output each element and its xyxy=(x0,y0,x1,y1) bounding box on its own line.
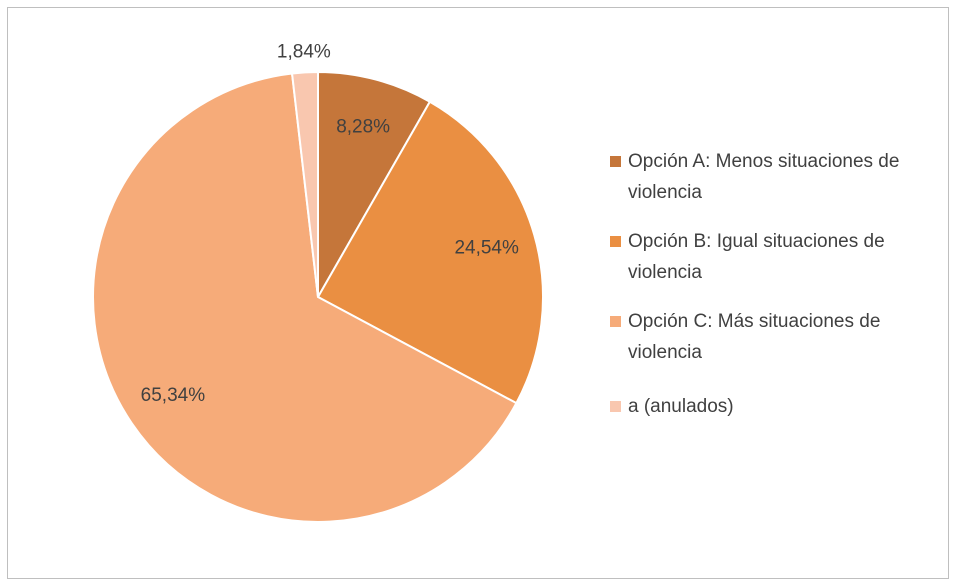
pie-slice xyxy=(316,100,544,405)
legend-label: Opción C: Más situaciones de violencia xyxy=(628,311,881,363)
legend-item: Opción B: Igual situaciones de violencia xyxy=(610,226,940,288)
data-label: 24,54% xyxy=(454,238,519,259)
legend-swatch xyxy=(610,156,621,167)
legend-item: a (anulados) xyxy=(610,391,940,422)
legend-label: Opción B: Igual situaciones de violencia xyxy=(628,231,885,283)
legend-label: a (anulados) xyxy=(628,396,734,417)
legend-swatch xyxy=(610,316,621,327)
legend-item: Opción C: Más situaciones de violencia xyxy=(610,306,940,368)
legend-item: Opción A: Menos situaciones de violencia xyxy=(610,146,940,208)
data-label: 65,34% xyxy=(141,385,206,406)
legend-label: Opción A: Menos situaciones de violencia xyxy=(628,151,900,203)
pie-slice xyxy=(92,72,518,523)
pie-slice xyxy=(317,70,432,301)
data-label: 1,84% xyxy=(277,41,331,62)
chart-frame xyxy=(7,7,949,579)
legend-swatch xyxy=(610,401,621,412)
data-label: 8,28% xyxy=(336,116,390,137)
pie-slice xyxy=(290,70,319,298)
legend-swatch xyxy=(610,236,621,247)
